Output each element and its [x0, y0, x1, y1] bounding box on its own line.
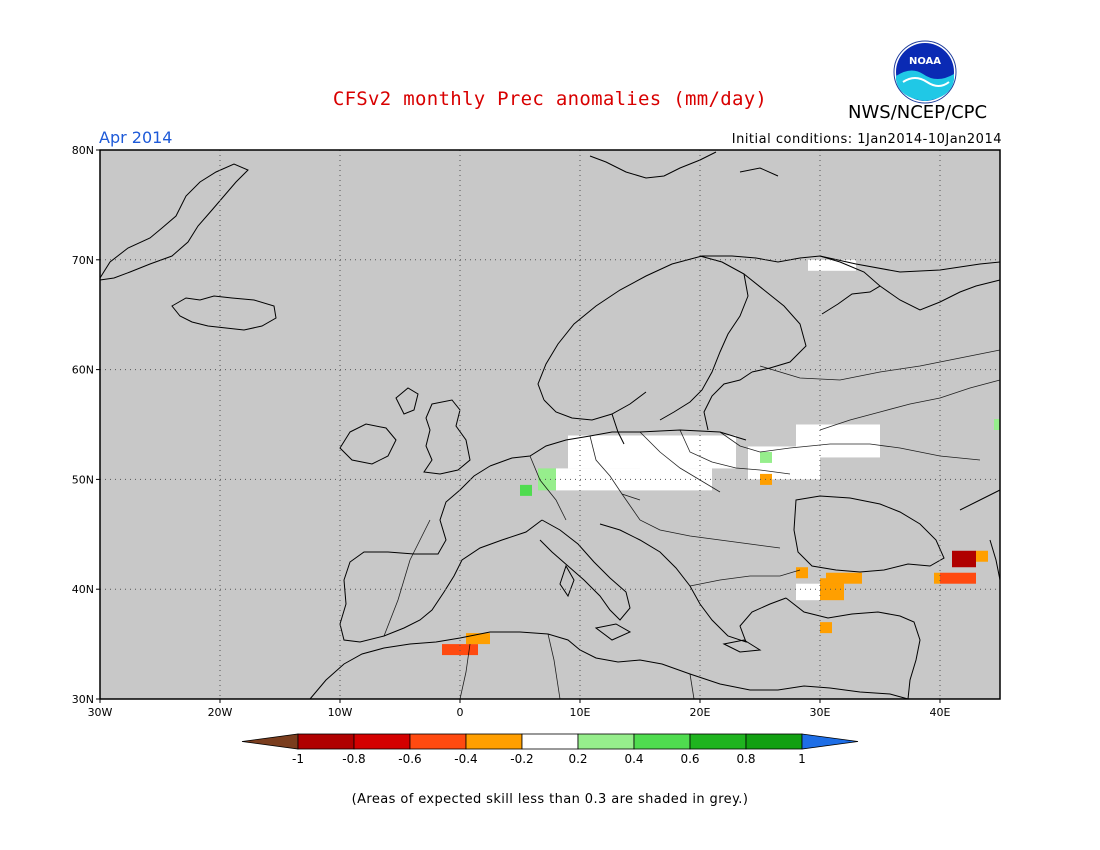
colorbar-label: 0.4 — [624, 752, 643, 766]
anomaly-cell — [760, 451, 772, 463]
anomaly-cell — [994, 419, 1000, 430]
anomaly-cell — [556, 468, 712, 491]
colorbar-label: 0.6 — [680, 752, 699, 766]
lat-label: 70N — [72, 254, 94, 267]
lat-label: 60N — [72, 364, 94, 377]
lon-label: 20E — [690, 706, 711, 719]
colorbar-left-arrow — [241, 733, 299, 750]
colorbar-label: -0.4 — [454, 752, 477, 766]
anomaly-cell — [796, 583, 820, 601]
lat-label: 50N — [72, 473, 94, 486]
colorbar-box — [633, 733, 691, 750]
anomaly-cell — [976, 550, 988, 562]
anomaly-cell — [808, 259, 856, 271]
agency-label: NWS/NCEP/CPC — [848, 102, 988, 123]
colorbar-box — [409, 733, 467, 750]
lat-label: 30N — [72, 693, 94, 706]
skill-footnote: (Areas of expected skill less than 0.3 a… — [351, 792, 749, 807]
colorbar-box — [353, 733, 411, 750]
colorbar-label: -1 — [292, 752, 304, 766]
colorbar-label: -0.6 — [398, 752, 421, 766]
colorbar-box — [689, 733, 747, 750]
anomaly-cell — [940, 572, 976, 584]
noaa-logo: NOAA — [893, 40, 957, 104]
map-gridlines — [100, 150, 1000, 699]
lon-label: 10W — [328, 706, 353, 719]
anomaly-cell — [952, 550, 976, 568]
anomaly-cell — [640, 457, 688, 480]
lon-label: 30W — [88, 706, 113, 719]
colorbar-label: 0.8 — [736, 752, 755, 766]
anomaly-cell — [538, 468, 556, 491]
colorbar-box — [577, 733, 635, 750]
anomaly-cell — [820, 622, 832, 634]
logo-text: NOAA — [909, 56, 941, 67]
colorbar-right-arrow — [801, 733, 859, 750]
initial-conditions-label: Initial conditions: 1Jan2014-10Jan2014 — [731, 132, 1002, 147]
colorbar-label: -0.8 — [342, 752, 365, 766]
anomaly-cells — [442, 259, 1000, 656]
lon-label: 20W — [208, 706, 233, 719]
lat-label: 40N — [72, 583, 94, 596]
anomaly-cell — [934, 572, 940, 584]
anomaly-cell — [442, 644, 478, 656]
colorbar-label: 0.2 — [568, 752, 587, 766]
map-frame — [99, 149, 1001, 700]
colorbar-labels: -1 -0.8 -0.6 -0.4 -0.2 0.2 0.4 0.6 0.8 1 — [292, 752, 806, 766]
colorbar-box — [521, 733, 579, 750]
country-borders — [383, 349, 1001, 700]
lon-label: 0 — [457, 706, 464, 719]
anomaly-cell — [820, 424, 844, 436]
colorbar-box — [465, 733, 523, 750]
anomaly-cell — [520, 484, 532, 496]
colorbar-box — [297, 733, 355, 750]
valid-month-label: Apr 2014 — [99, 128, 173, 147]
anomaly-cell — [796, 567, 808, 579]
latitude-labels: 80N 70N 60N 50N 40N 30N — [72, 144, 100, 706]
lon-label: 30E — [810, 706, 831, 719]
colorbar — [241, 733, 859, 750]
colorbar-box — [745, 733, 803, 750]
anomaly-cell — [826, 572, 862, 584]
anomaly-cell — [466, 633, 490, 645]
chart-title: CFSv2 monthly Prec anomalies (mm/day) — [332, 88, 768, 110]
colorbar-label: -0.2 — [510, 752, 533, 766]
colorbar-label: 1 — [798, 752, 806, 766]
lon-label: 40E — [930, 706, 951, 719]
lon-label: 10E — [570, 706, 591, 719]
longitude-labels: 30W 20W 10W 0 10E 20E 30E 40E — [88, 699, 951, 719]
lat-label: 80N — [72, 144, 94, 157]
